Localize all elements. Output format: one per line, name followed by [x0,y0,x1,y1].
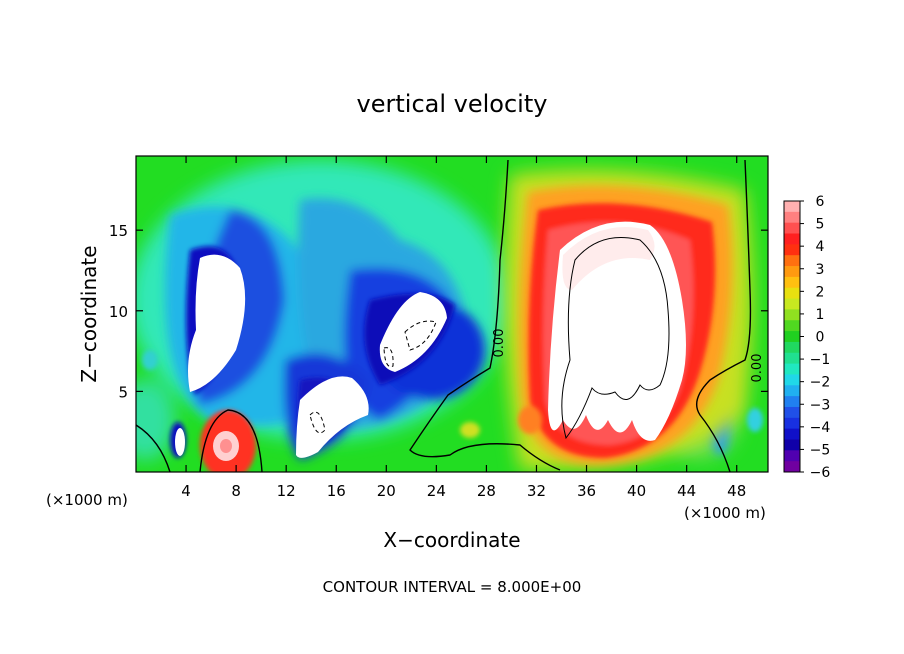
x-axis-label: X−coordinate [383,528,520,552]
x-tick-label: 8 [231,482,241,500]
downdraft-core-center [379,292,447,372]
x-tick-label: 4 [181,482,191,500]
colorbar-band [784,266,800,278]
x-tick-label: 32 [527,482,546,500]
colorbar-band [784,244,800,256]
x-tick-label: 12 [277,482,296,500]
colorbar-label: −5 [810,442,831,458]
colorbar-band [784,428,800,440]
colorbar-band [784,233,800,245]
colorbar-label: −3 [810,397,831,413]
colorbar-band [784,439,800,451]
colorbar-band [784,211,800,224]
colorbar-label: 3 [816,262,825,278]
colorbar-band [784,396,800,408]
contour-label: 0.00 [750,354,765,383]
colorbar-band [784,309,800,321]
colorbar-band [784,461,800,473]
colorbar-band [784,201,800,213]
colorbar-band [784,352,800,365]
x-axis: 4 8 12 16 20 24 28 32 36 40 44 48 [181,156,746,500]
colorbar-label: 5 [816,217,825,233]
colorbar-label: −2 [810,375,831,391]
x-tick-label: 44 [677,482,696,500]
colorbar-band [784,417,800,430]
colorbar: 6 5 4 3 2 1 0 −1 −2 −3 −4 −5 −6 [783,194,831,481]
plot-frame [135,155,769,473]
downdraft-contours-dashed [309,320,437,434]
y-axis-label: Z−coordinate [77,245,101,382]
x-tick-label: 36 [577,482,596,500]
y-tick-label: 10 [109,303,128,321]
colorbar-label: 2 [816,284,825,300]
colorbar-label: −1 [810,352,831,368]
colorbar-label: 6 [816,194,825,210]
x-unit-left: (×1000 m) [46,491,128,509]
colorbar-band [784,406,800,419]
colorbar-label: 1 [816,307,825,323]
x-tick-label: 28 [477,482,496,500]
zero-contour-left [136,409,263,472]
colorbar-band [784,450,800,462]
colorbar-band [784,341,800,354]
downdraft-core-left [188,254,246,392]
colorbar-band [784,276,800,289]
colorbar-band [784,385,800,397]
colorbar-band [784,363,800,375]
x-tick-label: 48 [727,482,746,500]
x-tick-label: 40 [627,482,646,500]
x-tick-label: 20 [377,482,396,500]
colorbar-band [784,374,800,386]
contour-label: 0.00 [492,329,507,358]
colorbar-label: −6 [810,465,831,481]
colorbar-label: −4 [810,420,831,436]
colorbar-label: 4 [816,239,825,255]
colorbar-band [784,287,800,300]
zero-contour-right [696,159,752,472]
y-tick-label: 5 [118,383,128,401]
x-tick-label: 16 [327,482,346,500]
chart-title: vertical velocity [357,90,548,118]
colorbar-band [784,331,800,343]
colorbar-band [784,320,800,332]
colorbar-label: 0 [816,330,825,346]
heatmap-field [136,156,768,472]
x-tick-label: 24 [427,482,446,500]
y-tick-label: 15 [109,222,128,240]
updraft-contour [561,237,670,440]
colorbar-band [784,298,800,310]
downdraft-core-lower [296,376,369,458]
y-axis: 5 10 15 [109,222,768,401]
zero-contour-main [409,159,561,471]
colorbar-band [784,255,800,267]
contour-interval-note: CONTOUR INTERVAL = 8.000E+00 [323,578,582,596]
colorbar-band [784,222,800,235]
x-unit-right: (×1000 m) [684,504,766,522]
